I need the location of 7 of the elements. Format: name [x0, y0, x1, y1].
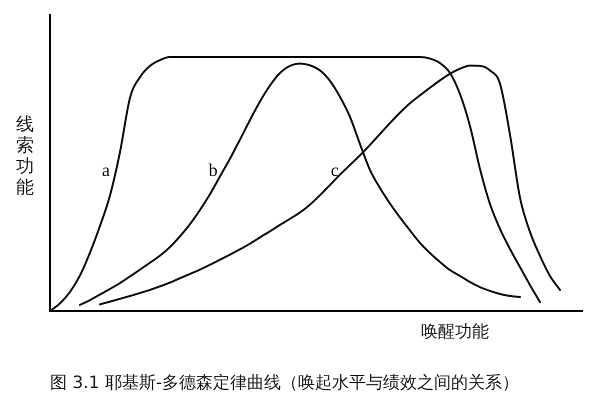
series-label: a [102, 160, 110, 180]
x-axis-title: 唤醒功能 [421, 322, 489, 342]
series-label: b [208, 160, 218, 180]
series-label: c [330, 160, 339, 180]
plot: a b c [49, 56, 561, 312]
caption: 图 3.1 耶基斯-多德森定律曲线（唤起水平与绩效之间的关系） [50, 373, 519, 393]
y-axis-title: 线索功能 [16, 114, 34, 198]
